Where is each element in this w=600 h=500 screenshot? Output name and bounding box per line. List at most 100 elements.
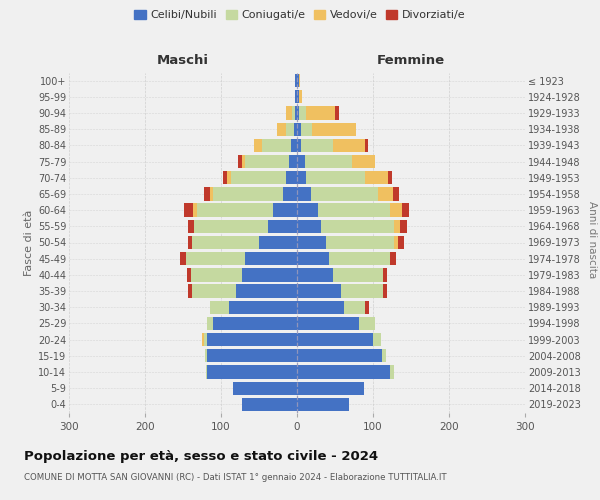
Bar: [203, 188, 209, 200]
Bar: [208, 366, 297, 378]
Bar: [297, 382, 364, 395]
Bar: [301, 138, 333, 152]
Bar: [383, 268, 386, 281]
Bar: [297, 106, 299, 120]
Bar: [390, 252, 396, 266]
Bar: [214, 317, 297, 330]
Bar: [227, 171, 231, 184]
Bar: [297, 138, 301, 152]
Bar: [297, 317, 359, 330]
Bar: [193, 204, 197, 217]
Bar: [329, 252, 390, 266]
Bar: [283, 188, 297, 200]
Bar: [297, 284, 341, 298]
Bar: [184, 204, 193, 217]
Bar: [382, 349, 386, 362]
Bar: [297, 188, 311, 200]
Bar: [192, 284, 236, 298]
Bar: [400, 220, 407, 233]
Bar: [299, 90, 302, 104]
Bar: [272, 204, 297, 217]
Bar: [231, 171, 286, 184]
Bar: [236, 284, 297, 298]
Bar: [254, 138, 262, 152]
Bar: [297, 220, 322, 233]
Bar: [180, 252, 186, 266]
Bar: [326, 236, 394, 249]
Bar: [208, 317, 214, 330]
Bar: [306, 106, 335, 120]
Bar: [192, 236, 259, 249]
Bar: [297, 349, 382, 362]
Bar: [394, 220, 400, 233]
Bar: [262, 138, 291, 152]
Bar: [312, 122, 356, 136]
Bar: [297, 236, 326, 249]
Bar: [373, 333, 380, 346]
Text: Anni di nascita: Anni di nascita: [587, 202, 597, 278]
Bar: [291, 138, 297, 152]
Bar: [377, 188, 393, 200]
Bar: [202, 333, 204, 346]
Bar: [341, 284, 383, 298]
Bar: [286, 171, 297, 184]
Bar: [365, 171, 388, 184]
Bar: [188, 220, 194, 233]
Bar: [344, 300, 365, 314]
Bar: [297, 252, 329, 266]
Bar: [295, 90, 297, 104]
Bar: [233, 382, 297, 395]
Bar: [391, 204, 402, 217]
Bar: [388, 171, 392, 184]
Bar: [301, 122, 312, 136]
Bar: [292, 106, 295, 120]
Bar: [206, 366, 208, 378]
Bar: [402, 204, 409, 217]
Bar: [286, 122, 294, 136]
Bar: [188, 236, 192, 249]
Bar: [299, 106, 306, 120]
Bar: [208, 349, 297, 362]
Bar: [286, 106, 292, 120]
Text: Maschi: Maschi: [157, 54, 209, 68]
Bar: [297, 74, 299, 87]
Bar: [333, 138, 365, 152]
Bar: [204, 333, 208, 346]
Bar: [297, 155, 305, 168]
Legend: Celibi/Nubili, Coniugati/e, Vedovi/e, Divorziati/e: Celibi/Nubili, Coniugati/e, Vedovi/e, Di…: [130, 6, 470, 25]
Bar: [295, 74, 297, 87]
Bar: [245, 155, 289, 168]
Bar: [306, 171, 365, 184]
Bar: [297, 398, 349, 411]
Bar: [297, 300, 344, 314]
Bar: [197, 204, 272, 217]
Bar: [297, 333, 373, 346]
Bar: [268, 220, 297, 233]
Bar: [365, 138, 368, 152]
Bar: [277, 122, 286, 136]
Text: Femmine: Femmine: [377, 54, 445, 68]
Bar: [305, 155, 352, 168]
Text: COMUNE DI MOTTA SAN GIOVANNI (RC) - Dati ISTAT 1° gennaio 2024 - Elaborazione TU: COMUNE DI MOTTA SAN GIOVANNI (RC) - Dati…: [24, 472, 446, 482]
Bar: [289, 155, 297, 168]
Bar: [188, 284, 192, 298]
Bar: [297, 366, 390, 378]
Bar: [245, 252, 297, 266]
Bar: [334, 268, 383, 281]
Bar: [295, 106, 297, 120]
Bar: [223, 171, 227, 184]
Bar: [398, 236, 404, 249]
Bar: [205, 349, 208, 362]
Bar: [322, 220, 394, 233]
Bar: [297, 204, 318, 217]
Bar: [311, 188, 377, 200]
Bar: [294, 122, 297, 136]
Bar: [191, 268, 242, 281]
Bar: [352, 155, 374, 168]
Bar: [242, 155, 245, 168]
Bar: [299, 74, 300, 87]
Bar: [209, 188, 214, 200]
Bar: [390, 366, 394, 378]
Bar: [187, 268, 191, 281]
Bar: [214, 188, 283, 200]
